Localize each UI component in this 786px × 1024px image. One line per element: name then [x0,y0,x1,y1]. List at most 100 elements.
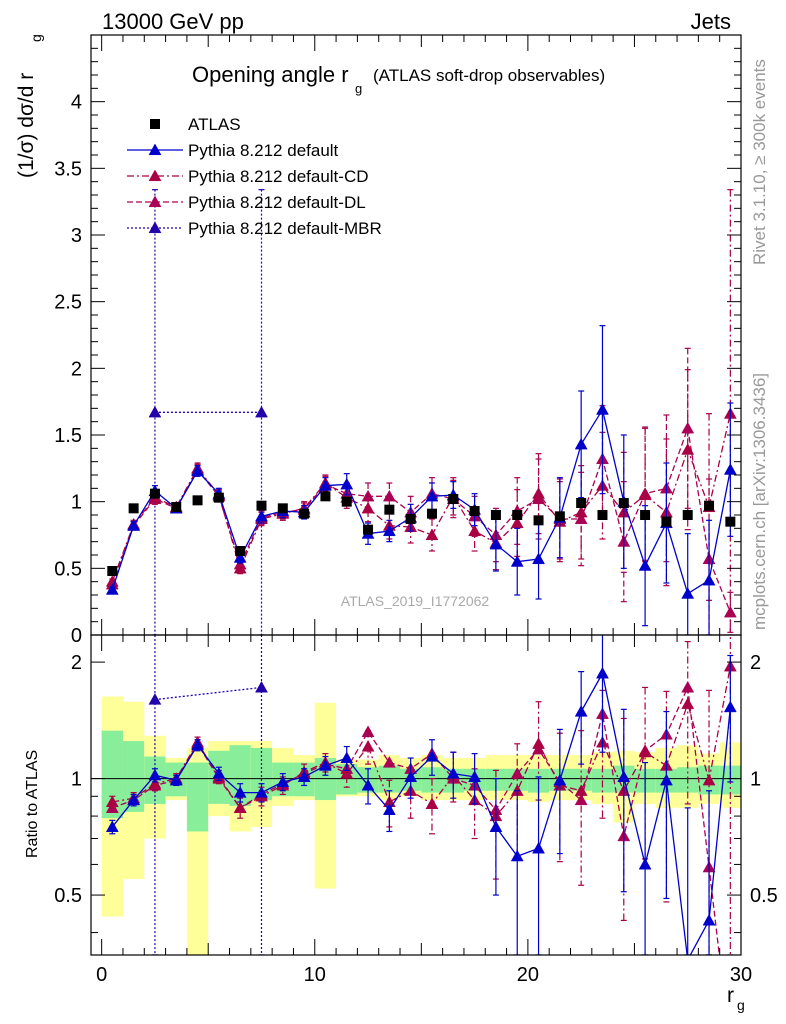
legend-item-atlas: ATLAS [150,115,241,134]
point-default [105,583,119,595]
point-default [596,666,609,679]
point-cd [425,797,439,809]
x-tick-label: 30 [730,964,752,986]
rivet-version-label: Rivet 3.1.10, ≥ 300k events [750,59,769,265]
point-atlas [618,498,629,508]
point-dl [382,756,396,768]
ratio-y-tick-label-right: 2 [750,652,761,674]
point-default [553,773,567,786]
main-y-tick-label: 2.5 [54,292,82,314]
title-suffix: (ATLAS soft-drop observables) [373,66,605,85]
point-default [255,786,268,798]
legend-label-dl: Pythia 8.212 default-DL [188,193,366,212]
point-default [127,519,141,531]
point-default [446,767,460,779]
point-cd [233,801,247,813]
x-tick-label: 20 [517,964,539,986]
main-y-axis-title: (1/σ) dσ/d r g [15,34,44,178]
xlabel: r [727,984,734,1007]
point-default [233,786,247,798]
point-default [212,767,226,779]
ratio-ylabel: Ratio to ATLAS [24,750,41,858]
legend-item-cd: Pythia 8.212 default-CD [127,167,369,186]
legend-marker-dl [148,195,162,208]
series-line-dl [111,428,731,613]
point-default [127,793,141,806]
main-y-tick-label: 2 [71,358,82,380]
point-cd [361,501,375,514]
band-inner [186,762,209,832]
point-cd [574,505,588,518]
point-default [105,820,119,832]
point-default [702,913,716,926]
main-y-tick-label: 3 [71,225,82,247]
point-default [532,841,545,854]
point-default [276,775,290,788]
point-cd [233,561,247,574]
point-cd [638,745,652,758]
legend-label-atlas: ATLAS [188,115,241,134]
main-y-tick-label: 0 [71,625,82,647]
ratio-y-tick-label: 1 [71,769,82,791]
series-line-default [111,671,731,955]
ratio-uncertainty-bands [91,696,741,955]
x-axis-title: r g [727,984,745,1013]
point-default [340,751,354,764]
point-cd [425,528,439,541]
point-cd [468,524,482,537]
point-atlas [554,511,565,522]
point-dl [382,489,396,502]
point-default [297,770,311,782]
axes: 00.511.522.533.540.5 0.51 12 20 10 20 30 [54,34,778,986]
point-atlas [363,524,374,535]
ratio-y-tick-label: 0.5 [54,885,82,907]
point-cd [532,487,545,499]
analysis-watermark: ATLAS_2019_I1772062 [341,593,490,609]
point-atlas [405,514,416,524]
band-inner [101,730,123,819]
point-default [148,768,162,781]
ratio-y-tick-label-right: 0.5 [750,885,778,907]
x-tick-label: 0 [96,964,107,986]
point-atlas [384,504,395,515]
series-line-mbr [154,686,262,701]
point-atlas [107,566,118,576]
legend-label-mbr: Pythia 8.212 default-MBR [188,219,382,238]
point-default [319,479,332,491]
legend-marker-default [148,143,162,156]
point-cd [148,777,162,789]
point-default [340,477,354,490]
xlabel-sub: g [737,997,745,1013]
point-atlas [704,500,715,511]
point-default [404,770,418,782]
point-default [723,700,737,713]
point-atlas [171,502,182,512]
mcplots-label: mcplots.cern.ch [arXiv:1306.3436] [750,373,769,630]
point-atlas [277,503,288,514]
point-default [489,820,503,832]
band-inner [378,765,401,793]
point-atlas [490,510,501,520]
point-cd [105,795,119,808]
point-atlas [533,515,544,526]
point-default [659,773,673,786]
plot-title: Opening angle r g (ATLAS soft-drop obser… [192,62,605,96]
ratio-frame [90,634,742,956]
point-default [255,509,268,522]
point-default [681,587,695,599]
point-default [382,524,396,537]
point-default [510,849,524,862]
series-mbr [148,189,268,635]
point-mbr [148,693,162,705]
point-atlas [725,516,736,527]
point-cd [702,773,716,786]
point-atlas [597,510,608,520]
point-cd [574,784,588,796]
point-default [425,489,439,502]
main-panel-plot [105,189,737,635]
band-inner [250,747,273,801]
ratio-y-tick-label: 2 [71,652,82,674]
point-mbr [255,680,268,693]
series-atlas [107,488,736,576]
ratio-y-tick-label-right: 1 [750,769,761,791]
